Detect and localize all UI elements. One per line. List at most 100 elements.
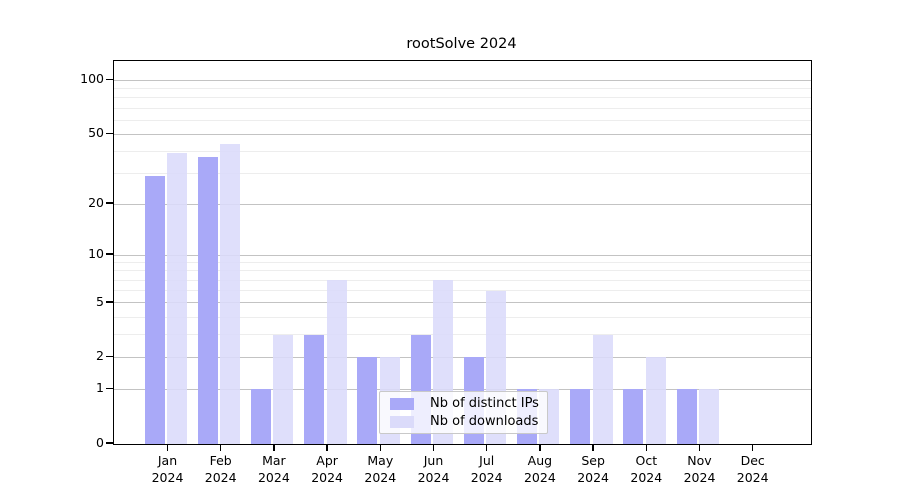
major-gridline: [114, 302, 811, 304]
legend-item-downloads: Nb of downloads: [390, 414, 539, 429]
x-axis-tick-label: Jun 2024: [402, 452, 466, 486]
major-gridline: [114, 79, 811, 81]
y-axis-tick-label: 5: [96, 293, 104, 309]
x-axis-tick-label: Feb 2024: [189, 452, 253, 486]
bar-downloads-jan: [167, 153, 187, 444]
major-gridline: [114, 254, 811, 256]
year-label: 2024: [523, 470, 556, 485]
bar-downloads-oct: [645, 357, 666, 444]
y-axis-tick-label: 50: [88, 125, 104, 141]
x-axis-tick-label: Nov 2024: [668, 452, 732, 486]
month-label: May: [367, 453, 394, 468]
major-gridline: [114, 203, 811, 205]
minor-gridline: [114, 88, 811, 90]
x-axis-tick: [273, 444, 275, 451]
major-gridline: [114, 356, 811, 358]
month-label: Jan: [157, 453, 178, 468]
legend: Nb of distinct IPs Nb of downloads: [379, 391, 548, 434]
bar-downloads-feb: [220, 144, 241, 444]
x-axis-tick: [166, 444, 169, 451]
year-label: 2024: [204, 470, 237, 485]
x-axis-tick-label: Aug 2024: [508, 452, 572, 486]
month-label: Jul: [479, 453, 495, 468]
major-gridline: [114, 388, 811, 390]
y-axis-tick: [106, 132, 114, 134]
y-axis-tick: [106, 355, 114, 358]
y-axis-tick: [106, 442, 114, 444]
x-axis-tick-label: Dec 2024: [721, 452, 785, 486]
x-axis-tick: [698, 444, 701, 451]
year-label: 2024: [683, 470, 716, 485]
x-axis-tick: [379, 444, 381, 451]
year-label: 2024: [364, 470, 397, 485]
y-axis-tick-label: 0: [96, 435, 104, 450]
bar-distinct-ips-mar: [250, 389, 271, 444]
y-axis-tick: [106, 253, 114, 255]
minor-gridline: [114, 316, 811, 318]
year-label: 2024: [151, 470, 184, 485]
chart-title: rootSolve 2024: [406, 36, 517, 52]
x-axis-tick-label: Mar 2024: [242, 452, 306, 486]
year-label: 2024: [470, 470, 503, 485]
x-axis-tick: [592, 444, 594, 451]
y-axis-tick-label: 2: [96, 348, 104, 364]
minor-gridline: [114, 150, 811, 152]
year-label: 2024: [257, 470, 290, 485]
minor-gridline: [114, 290, 811, 292]
minor-gridline: [114, 334, 811, 336]
month-label: Oct: [635, 453, 658, 468]
minor-gridline: [114, 119, 811, 121]
x-axis-tick: [326, 444, 328, 451]
x-axis-tick: [220, 444, 222, 451]
bar-distinct-ips-apr: [304, 334, 325, 444]
year-label: 2024: [417, 470, 450, 485]
major-gridline: [114, 133, 811, 135]
minor-gridline: [114, 172, 811, 174]
bar-distinct-ips-feb: [197, 157, 218, 444]
y-axis-tick-label: 20: [88, 195, 104, 211]
year-label: 2024: [311, 470, 343, 485]
bar-distinct-ips-sep: [570, 389, 591, 444]
bar-downloads-sep: [592, 334, 613, 444]
year-label: 2024: [736, 470, 769, 485]
legend-item-distinct-ips: Nb of distinct IPs: [390, 396, 539, 411]
x-axis-tick: [645, 444, 647, 451]
bar-downloads-nov: [699, 389, 719, 444]
legend-swatch-distinct-ips: [390, 397, 414, 410]
x-axis-tick-label: May 2024: [348, 452, 412, 486]
bar-distinct-ips-nov: [676, 389, 697, 444]
legend-label-distinct-ips: Nb of distinct IPs: [430, 396, 539, 411]
y-axis-tick: [106, 202, 114, 204]
minor-gridline: [114, 262, 811, 264]
bar-distinct-ips-jan: [144, 176, 165, 444]
x-axis-tick-label: Jul 2024: [455, 452, 519, 486]
x-axis-tick-label: Oct 2024: [614, 452, 678, 486]
legend-swatch-downloads: [390, 415, 414, 428]
plot-area: Nb of distinct IPs Nb of downloads: [113, 60, 812, 445]
bar-downloads-mar: [273, 334, 294, 444]
x-axis-tick: [752, 444, 754, 451]
x-axis-tick: [539, 444, 541, 451]
bar-distinct-ips-oct: [623, 389, 644, 444]
bar-distinct-ips-may: [357, 357, 378, 444]
minor-gridline: [114, 279, 811, 281]
month-label: Apr: [316, 453, 338, 468]
month-label: Dec: [740, 453, 765, 468]
minor-gridline: [114, 97, 811, 99]
y-axis-tick-label: 100: [80, 71, 104, 87]
minor-gridline: [114, 107, 811, 109]
y-axis-tick: [106, 78, 114, 81]
year-label: 2024: [577, 470, 609, 485]
y-axis-tick: [106, 387, 114, 390]
x-axis-tick-label: Apr 2024: [295, 452, 359, 486]
y-axis-tick-label: 10: [88, 246, 104, 262]
month-label: Aug: [527, 453, 553, 468]
year-label: 2024: [630, 470, 663, 485]
x-axis-tick-label: Sep 2024: [561, 452, 625, 486]
x-axis-tick: [432, 444, 435, 451]
legend-label-downloads: Nb of downloads: [430, 414, 539, 429]
y-axis-tick: [106, 301, 114, 303]
x-axis-tick-label: Jan 2024: [136, 452, 200, 486]
month-label: Jun: [423, 453, 444, 468]
